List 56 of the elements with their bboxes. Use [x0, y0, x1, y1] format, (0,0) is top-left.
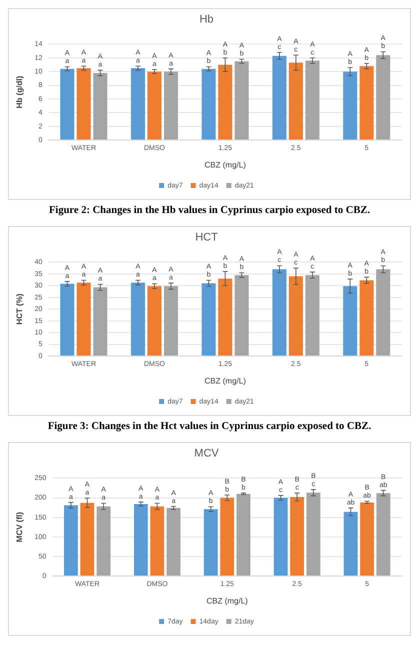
bar: [343, 286, 358, 356]
x-axis-title: CBZ (mg/L): [204, 376, 246, 386]
bar: [343, 72, 358, 140]
bar: [202, 283, 216, 356]
bar: [150, 506, 164, 576]
bar: [344, 512, 358, 576]
bar: [202, 68, 216, 140]
y-axis-title: Hb (g/dl): [15, 76, 24, 108]
x-axis-title: CBZ (mg/L): [204, 160, 246, 170]
bar: [130, 68, 145, 140]
bar: [60, 284, 74, 356]
chart-title: Hb: [199, 14, 214, 26]
bar: [166, 508, 180, 576]
bar: [147, 72, 162, 140]
bar: [288, 62, 303, 140]
bar: [274, 498, 288, 576]
bar: [305, 275, 320, 356]
bar: [76, 282, 91, 356]
bar: [360, 66, 374, 140]
bar: [272, 56, 286, 140]
y-axis-title: HCT (%): [15, 293, 24, 325]
bar: [236, 494, 250, 576]
bar: [288, 276, 303, 356]
bar: [290, 496, 304, 576]
bar: [376, 269, 390, 356]
bar: [164, 72, 178, 140]
bar: [164, 286, 178, 356]
bar: [305, 60, 320, 140]
bar: [376, 55, 390, 140]
bar: [93, 287, 108, 356]
bar: [360, 502, 374, 576]
x-axis-title: CBZ (mg/L): [206, 596, 248, 606]
bar: [234, 275, 249, 356]
bar: [80, 502, 94, 576]
bar: [134, 504, 148, 576]
bar: [60, 68, 74, 140]
bar: [218, 278, 232, 356]
bar: [220, 498, 234, 576]
bar: [96, 506, 111, 576]
chart-title: MCV: [194, 448, 220, 460]
bar: [360, 280, 374, 356]
bar: [234, 61, 249, 140]
bar: [130, 282, 145, 356]
y-axis-title: MCV (fl): [15, 512, 24, 542]
bar: [204, 509, 218, 576]
caption: Figure 2: Changes in the Hb values in Cyprinus carpio exposed to CBZ.: [48, 204, 371, 218]
bar: [147, 286, 162, 356]
bar: [93, 72, 108, 140]
bar: [306, 492, 320, 576]
bar: [272, 269, 286, 356]
bar: [76, 68, 91, 140]
bar: [376, 493, 390, 576]
bar: [218, 64, 232, 140]
chart-title: HCT: [195, 232, 218, 244]
bar: [64, 505, 78, 576]
caption: Figure 3: Changes in the Hct values in Cyprinus carpio exposed to CBZ.: [46, 420, 372, 434]
